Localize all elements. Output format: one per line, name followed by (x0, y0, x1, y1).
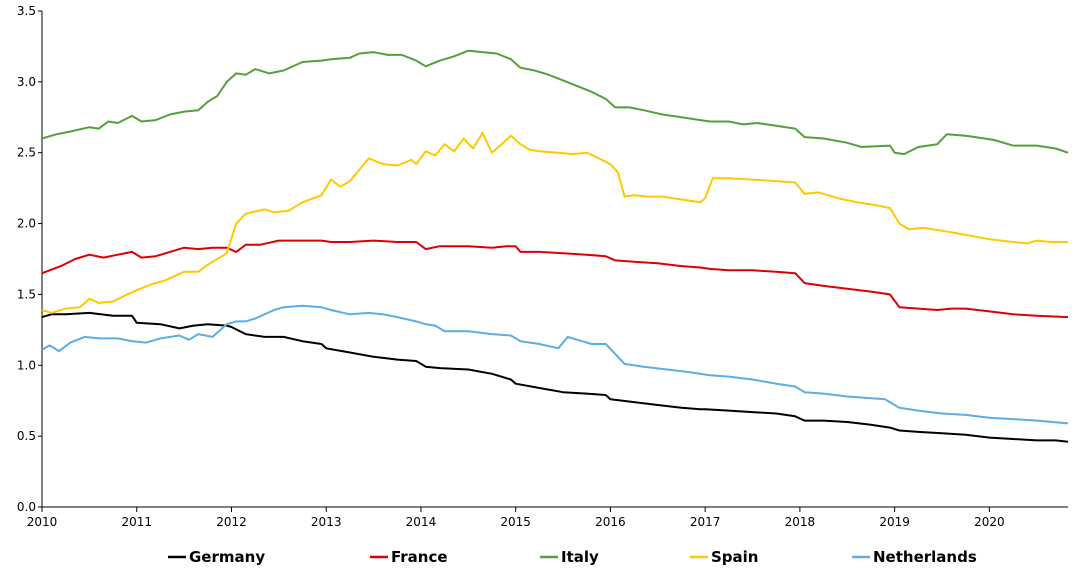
series-line-netherlands (41, 304, 1069, 425)
legend-label-germany: Germany (189, 548, 265, 566)
x-tick-label: 2011 (121, 515, 152, 529)
legend-label-italy: Italy (561, 548, 599, 566)
legend: Germany France Italy Spain Netherlands (168, 548, 977, 566)
y-tick-label: 2.0 (17, 217, 36, 231)
y-tick-label: 3.0 (17, 75, 36, 89)
x-tick-label: 2014 (406, 515, 437, 529)
y-tick-label: 0.0 (17, 500, 36, 514)
axes: 0.0 0.5 1.0 1.5 2.0 2.5 3.0 3.5 2010 2011 2012 2013… (17, 4, 1068, 529)
x-tick-label: 2019 (879, 515, 910, 529)
x-tick-label: 2020 (974, 515, 1005, 529)
series-line-germany (41, 311, 1069, 443)
series-layer (41, 49, 1069, 443)
legend-label-spain: Spain (711, 548, 758, 566)
series-line-france (41, 239, 1069, 319)
y-tick-label: 3.5 (17, 4, 36, 18)
y-tick-label: 1.5 (17, 287, 36, 301)
x-tick-label: 2017 (690, 515, 721, 529)
legend-label-france: France (391, 548, 448, 566)
legend-label-netherlands: Netherlands (873, 548, 977, 566)
y-tick-label: 0.5 (17, 429, 36, 443)
x-tick-label: 2016 (595, 515, 626, 529)
y-tick-label: 2.5 (17, 146, 36, 160)
x-tick-label: 2013 (311, 515, 342, 529)
series-line-italy (41, 49, 1069, 156)
x-tick-label: 2012 (216, 515, 247, 529)
y-tick-label: 1.0 (17, 358, 36, 372)
series-line-spain (41, 131, 1068, 314)
x-tick-label: 2015 (500, 515, 531, 529)
x-tick-label: 2018 (785, 515, 816, 529)
x-tick-label: 2010 (27, 515, 58, 529)
